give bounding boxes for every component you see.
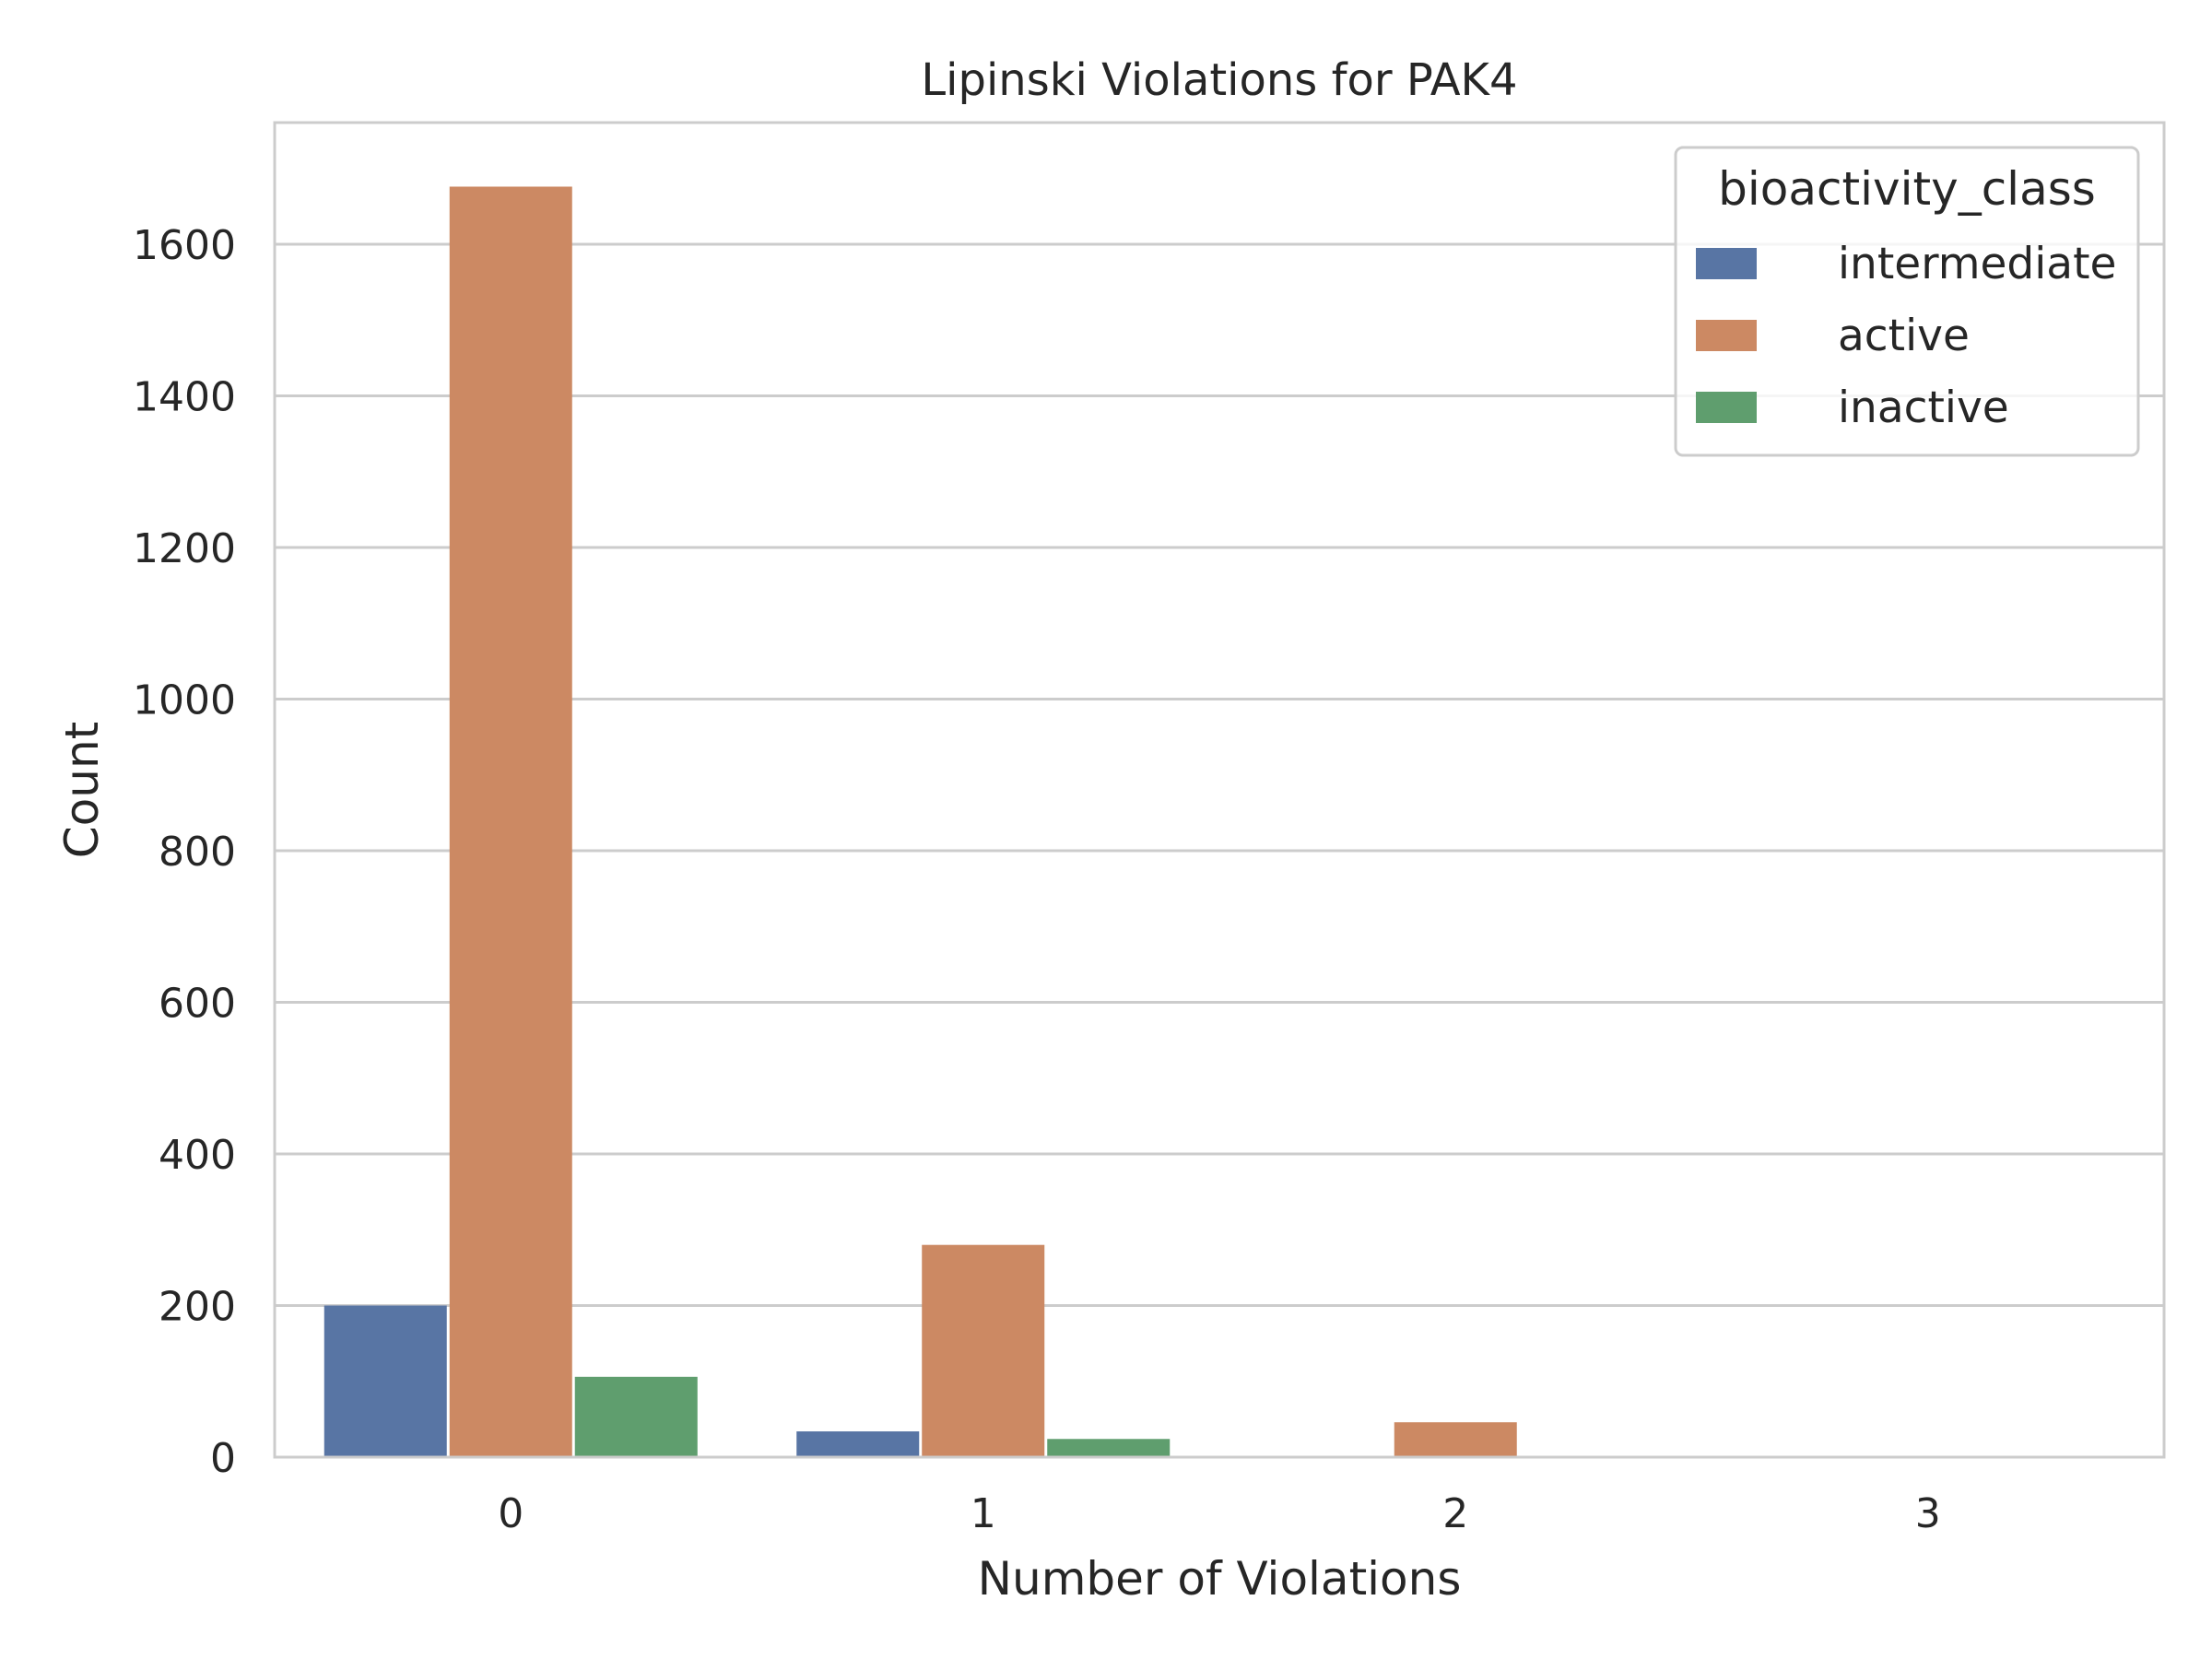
bar-active-2 — [1394, 1422, 1517, 1457]
legend-title: bioactivity_class — [1718, 162, 2096, 216]
plot-frame — [273, 121, 2166, 1459]
y-axis-label: Count — [55, 722, 109, 859]
y-tick-label: 600 — [159, 981, 236, 1028]
x-tick-label: 3 — [1915, 1490, 1941, 1537]
y-tick-label: 1600 — [133, 222, 236, 269]
y-tick-label: 0 — [210, 1435, 236, 1482]
bars — [324, 186, 1990, 1458]
x-tick-label: 0 — [498, 1490, 524, 1537]
chart-title: Lipinski Violations for PAK4 — [921, 54, 1517, 106]
legend-label-active: active — [1838, 311, 1970, 361]
x-tick-label: 2 — [1442, 1490, 1468, 1537]
bar-intermediate-1 — [796, 1431, 920, 1457]
legend: bioactivity_class intermediate active inac… — [1674, 146, 2140, 457]
legend-label-inactive: inactive — [1838, 382, 2009, 433]
x-tick-label: 1 — [971, 1490, 996, 1537]
y-tick-label: 800 — [159, 829, 236, 876]
bar-inactive-1 — [1047, 1439, 1171, 1457]
legend-items: intermediate active inactive — [1696, 239, 2116, 433]
bar-intermediate-0 — [324, 1305, 447, 1457]
y-tick-label: 200 — [159, 1284, 236, 1331]
y-tick-label: 1000 — [133, 677, 236, 724]
x-axis-ticks: 0 1 2 3 — [498, 1490, 1941, 1537]
y-tick-label: 400 — [159, 1132, 236, 1179]
legend-swatch-inactive — [1696, 392, 1757, 423]
y-tick-label: 1200 — [133, 525, 236, 572]
bar-active-1 — [922, 1244, 1045, 1457]
y-axis-ticks: 0 200 400 600 800 1000 1200 1400 1600 — [133, 222, 236, 1482]
legend-frame — [1674, 146, 2140, 457]
y-tick-label: 1400 — [133, 374, 236, 421]
legend-swatch-intermediate — [1696, 248, 1757, 279]
bar-active-0 — [449, 186, 572, 1458]
legend-label-intermediate: intermediate — [1838, 239, 2116, 289]
legend-swatch-active — [1696, 320, 1757, 351]
x-axis-label: Number of Violations — [978, 1552, 1462, 1606]
bar-inactive-0 — [574, 1376, 698, 1457]
